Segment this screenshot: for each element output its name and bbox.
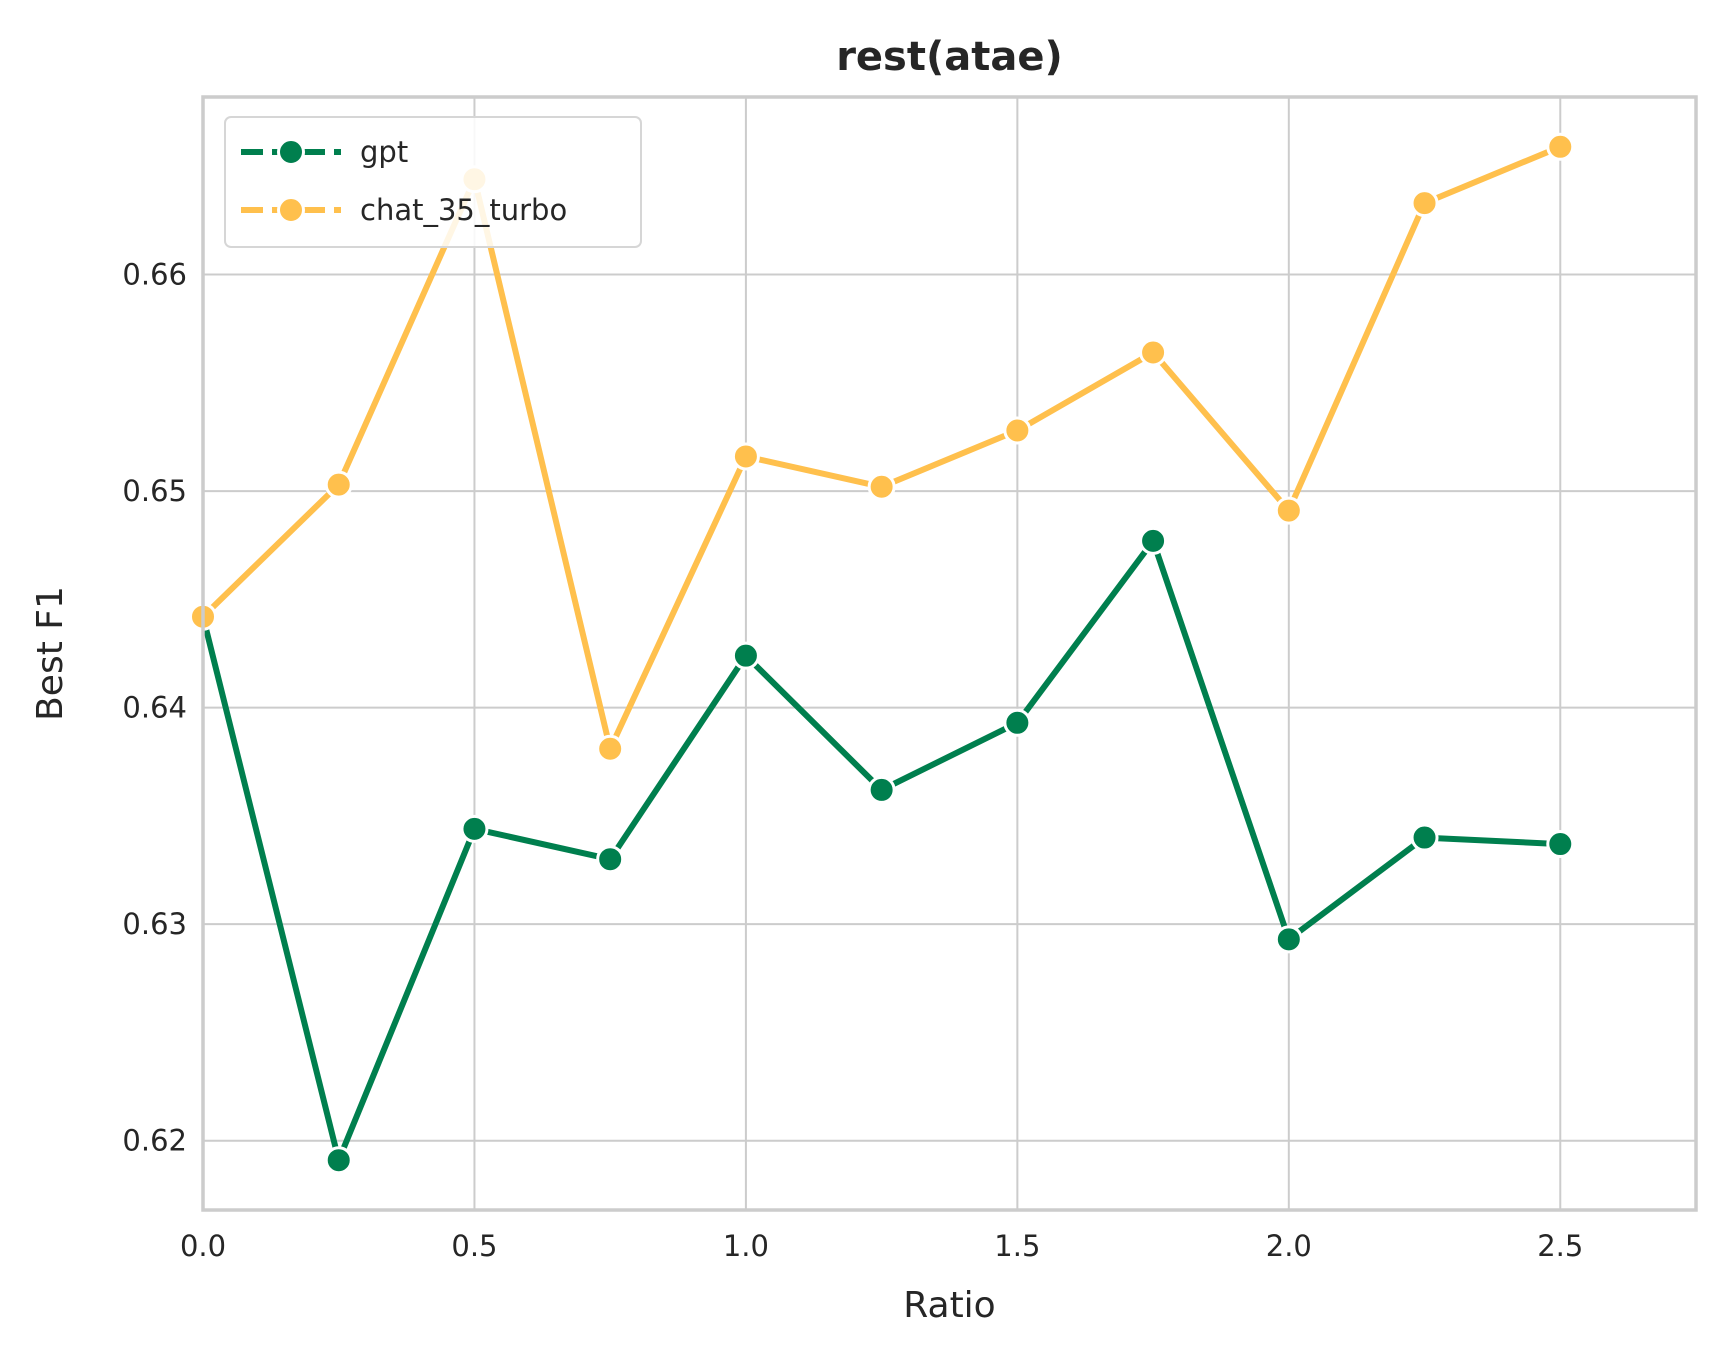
chart-title: rest(atae) xyxy=(836,34,1063,80)
plot-frame xyxy=(201,95,1698,1212)
data-point-gpt xyxy=(1274,925,1303,954)
data-point-chat_35_turbo xyxy=(867,472,896,501)
data-point-chat_35_turbo xyxy=(1410,189,1439,218)
data-point-chat_35_turbo xyxy=(1003,416,1032,445)
x-axis-label: Ratio xyxy=(903,1285,995,1326)
data-point-gpt xyxy=(596,845,625,874)
series-gpt xyxy=(189,526,1575,1175)
y-tick-label: 0.64 xyxy=(122,691,187,725)
y-tick-label: 0.65 xyxy=(122,474,187,508)
data-point-gpt xyxy=(1003,708,1032,737)
legend[interactable]: gpt chat_35_turbo xyxy=(224,116,642,248)
data-point-chat_35_turbo xyxy=(1139,338,1168,367)
y-axis-label: Best F1 xyxy=(30,586,71,721)
legend-label: chat_35_turbo xyxy=(360,193,567,227)
y-tick-label: 0.66 xyxy=(122,258,187,292)
legend-item-gpt[interactable]: gpt xyxy=(241,135,408,169)
data-point-gpt xyxy=(1410,823,1439,852)
x-tick-label: 1.5 xyxy=(994,1229,1040,1263)
series-chat_35_turbo xyxy=(189,132,1575,763)
x-tick-label: 0.0 xyxy=(180,1229,226,1263)
data-point-gpt xyxy=(460,814,489,843)
x-tick-label: 2.0 xyxy=(1266,1229,1312,1263)
data-point-gpt xyxy=(731,641,760,670)
legend-box xyxy=(224,116,642,248)
legend-label: gpt xyxy=(360,135,408,169)
data-point-gpt xyxy=(867,775,896,804)
x-tick-label: 2.5 xyxy=(1537,1229,1583,1263)
data-point-chat_35_turbo xyxy=(731,442,760,471)
tick-labels: 0.0 0.5 1.0 1.5 2.0 2.5 0.62 0.63 0.64 0.65 0.66 xyxy=(122,258,1583,1263)
series-layer xyxy=(189,132,1575,1175)
data-point-gpt xyxy=(1139,526,1168,555)
y-tick-label: 0.62 xyxy=(122,1124,187,1158)
y-tick-label: 0.63 xyxy=(122,907,187,941)
data-point-gpt xyxy=(324,1146,353,1175)
legend-point-marker xyxy=(277,196,305,224)
x-tick-label: 0.5 xyxy=(451,1229,497,1263)
legend-point-marker xyxy=(277,138,305,166)
data-point-chat_35_turbo xyxy=(596,734,625,763)
x-tick-label: 1.0 xyxy=(723,1229,769,1263)
data-point-chat_35_turbo xyxy=(324,470,353,499)
data-point-chat_35_turbo xyxy=(1274,496,1303,525)
data-point-gpt xyxy=(1546,830,1575,859)
legend-item-chat_35_turbo[interactable]: chat_35_turbo xyxy=(241,193,567,227)
data-point-chat_35_turbo xyxy=(1546,132,1575,161)
